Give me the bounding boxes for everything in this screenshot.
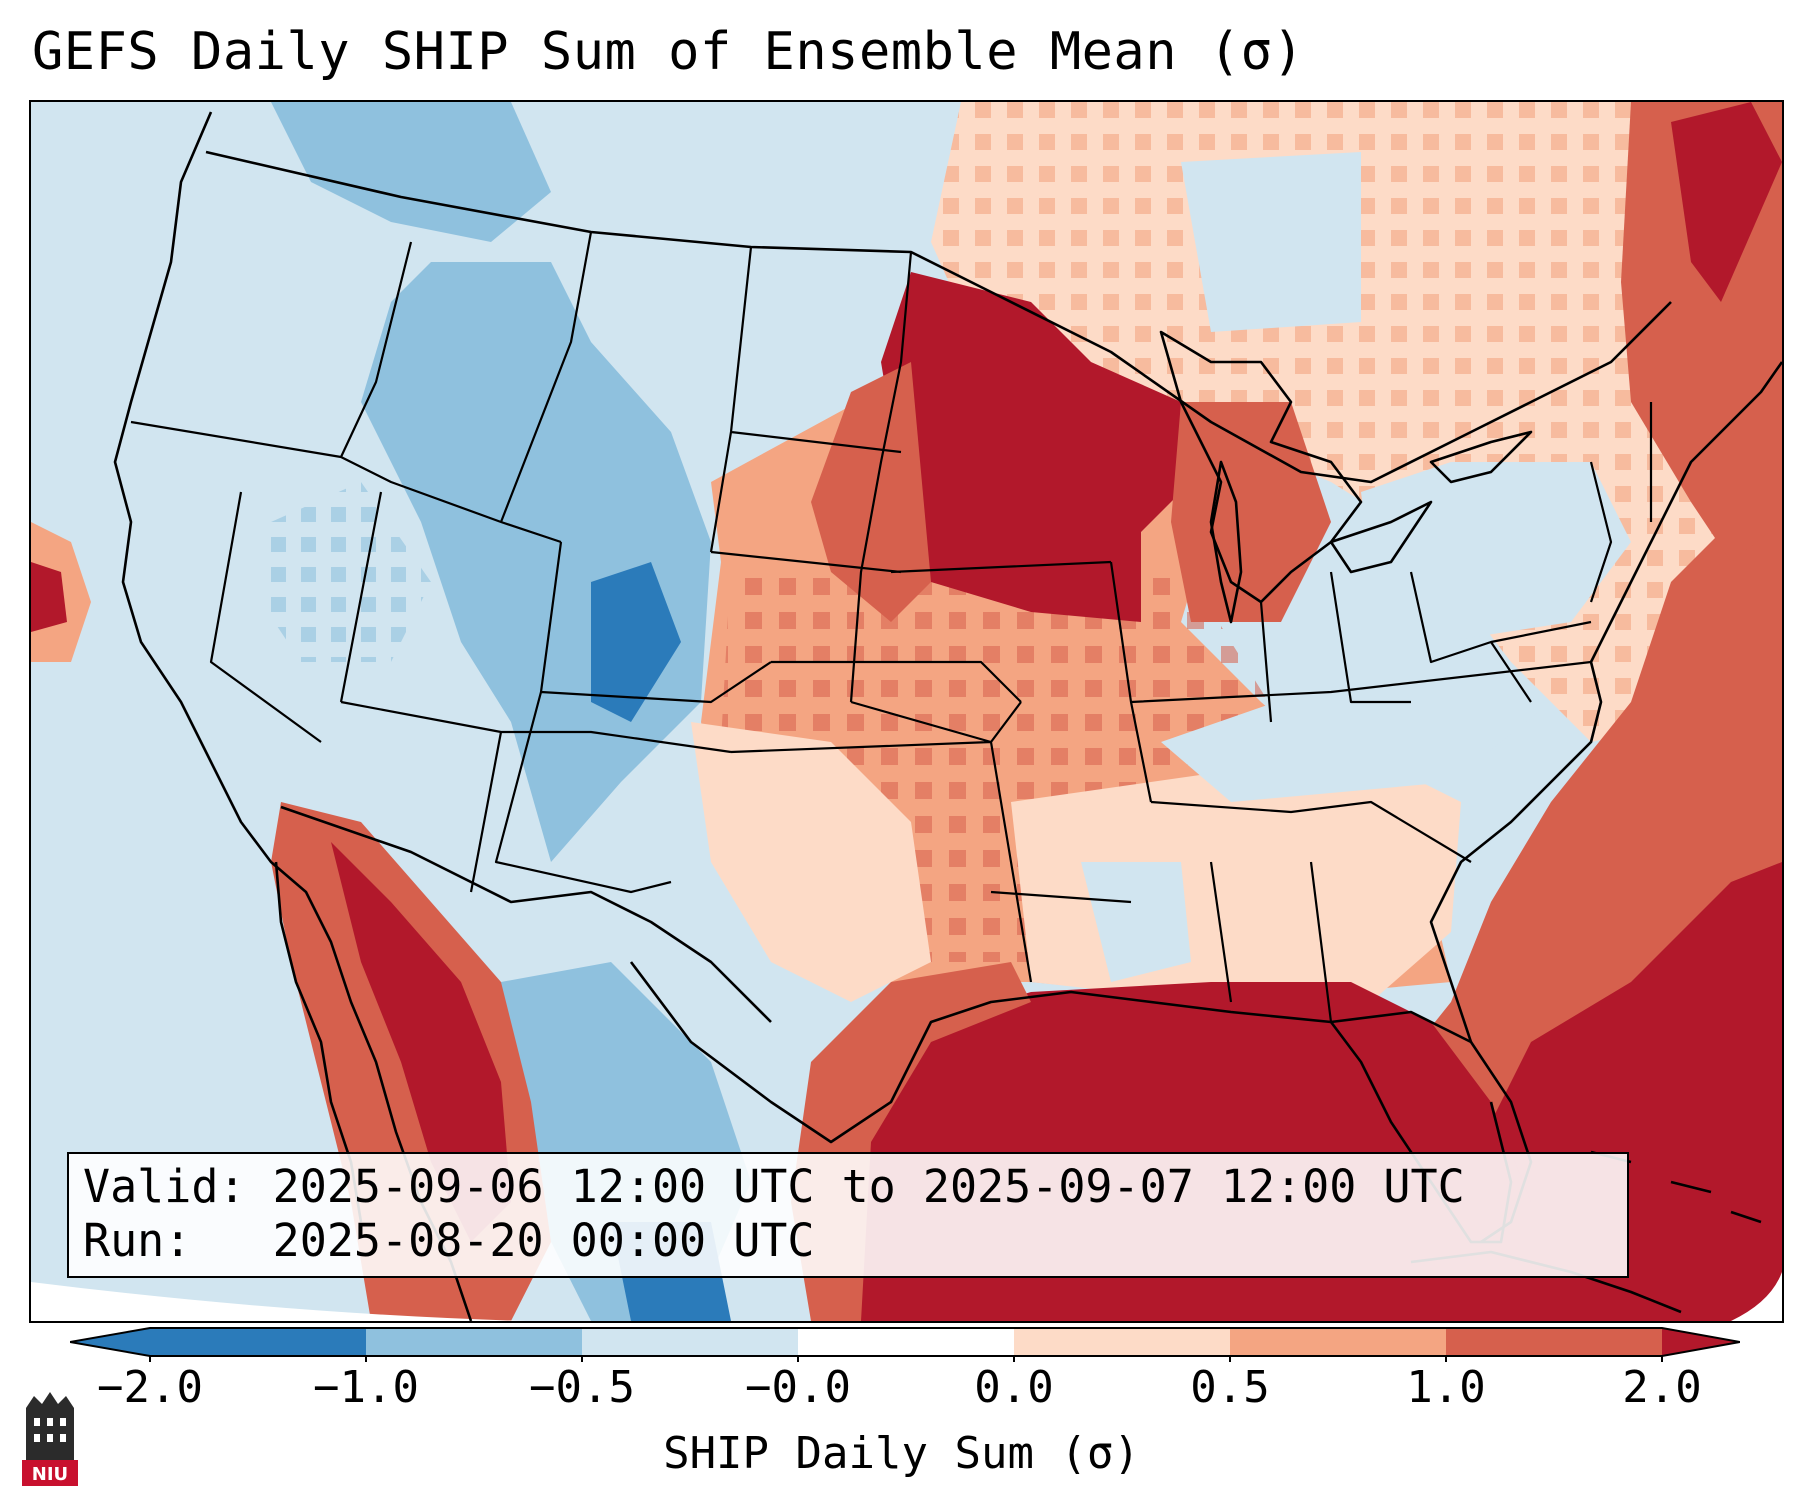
colorbar-extend-high (1662, 1328, 1740, 1356)
tick-label-neg-2: −2.0 (97, 1362, 203, 1413)
colorbar-label: SHIP Daily Sum (σ) (0, 1428, 1803, 1479)
tick-label-0-5: 0.5 (1190, 1362, 1269, 1413)
colorbar-segment-6 (1230, 1328, 1446, 1356)
colorbar-segment-3 (582, 1328, 798, 1356)
colorbar-segment-2 (366, 1328, 582, 1356)
colorbar (70, 1322, 1740, 1362)
tick-label-2: 2.0 (1622, 1362, 1701, 1413)
colorbar-segment-1 (150, 1328, 366, 1356)
valid-time-box: Valid: 2025-09-06 12:00 UTC to 2025-09-0… (67, 1152, 1629, 1278)
field-quebec-blue (1181, 152, 1361, 332)
chart-title: GEFS Daily SHIP Sum of Ensemble Mean (σ) (32, 22, 1304, 82)
tick-label-1: 1.0 (1406, 1362, 1485, 1413)
colorbar-segment-4 (798, 1328, 1014, 1356)
tick-label-neg-0-5: −0.5 (529, 1362, 635, 1413)
run-line: Run: 2025-08-20 00:00 UTC (83, 1214, 1613, 1268)
niu-logo: NIU (20, 1390, 80, 1488)
tick-label-neg-0: −0.0 (745, 1362, 851, 1413)
tick-label-0: 0.0 (974, 1362, 1053, 1413)
tick-label-neg-1: −1.0 (313, 1362, 419, 1413)
colorbar-segment-5 (1014, 1328, 1230, 1356)
map-svg (31, 102, 1782, 1321)
colorbar-segment-7 (1446, 1328, 1662, 1356)
logo-text: NIU (32, 1464, 68, 1485)
valid-line: Valid: 2025-09-06 12:00 UTC to 2025-09-0… (83, 1160, 1613, 1214)
colorbar-extend-low (70, 1328, 150, 1356)
map-panel (29, 100, 1784, 1323)
